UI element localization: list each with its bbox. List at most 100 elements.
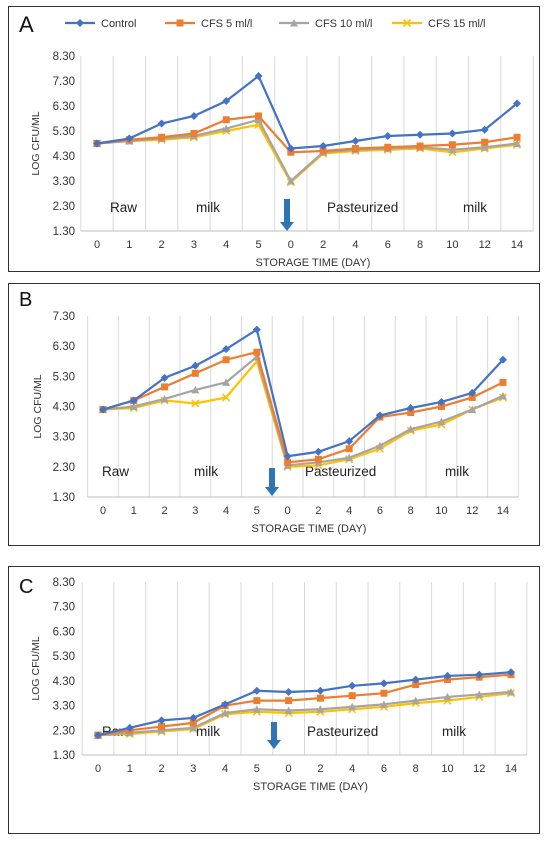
- data-point-shape: [222, 124, 231, 132]
- data-point-shape: [351, 145, 359, 152]
- data-point-shape: [222, 356, 230, 364]
- legend-marker-shape: [76, 19, 84, 27]
- data-point-shape: [157, 716, 166, 725]
- data-point: [285, 697, 293, 705]
- x-axis-label: STORAGE TIME (DAY): [253, 781, 368, 793]
- data-point: [222, 393, 231, 402]
- y-tick-label: 5.30: [53, 371, 75, 383]
- legend-marker-shape: [176, 19, 184, 27]
- data-point-shape: [284, 706, 293, 715]
- x-tick-label: 2: [320, 239, 326, 251]
- x-tick-label: 10: [446, 239, 458, 251]
- phase-label: milk: [196, 724, 220, 739]
- legend-label: Control: [101, 18, 136, 30]
- data-point: [157, 716, 166, 725]
- data-point: [125, 723, 134, 732]
- y-tick-label: 6.30: [53, 101, 75, 113]
- chart-panel-a: A1.302.303.304.305.306.307.308.300 1 2 3 4 5 0…: [19, 12, 534, 269]
- y-tick-label: 8.30: [53, 577, 75, 589]
- data-point: [314, 447, 323, 456]
- data-point: [384, 143, 392, 151]
- data-point: [406, 404, 415, 413]
- data-point: [507, 668, 515, 677]
- data-point-shape: [348, 702, 357, 711]
- data-point: [348, 692, 356, 700]
- phase-label: Pasteurized: [307, 724, 378, 739]
- x-tick-label: 8: [417, 239, 423, 251]
- data-point-shape: [443, 692, 452, 701]
- data-point-shape: [125, 134, 134, 143]
- data-point-shape: [348, 681, 357, 690]
- y-tick-label: 7.30: [53, 602, 75, 614]
- data-point-shape: [507, 668, 515, 677]
- data-point: [284, 706, 293, 715]
- data-point-shape: [191, 361, 200, 370]
- legend-entry: CFS 10 ml/l: [279, 18, 372, 30]
- data-point: [316, 694, 324, 702]
- y-tick-label: 4.30: [53, 676, 75, 688]
- data-point: [222, 116, 230, 124]
- data-point: [314, 455, 322, 463]
- x-tick-label: 2: [159, 239, 165, 251]
- data-point: [416, 130, 425, 139]
- data-point-shape: [375, 441, 384, 450]
- x-tick-label: 0: [100, 505, 106, 517]
- y-tick-label: 4.30: [53, 151, 75, 163]
- panel-b: B 1.30 2.30 3.30 4.30 5.30 6.30 7.30 0 1 2 3 4 5 0 2 4 6 8…: [8, 283, 540, 546]
- data-point-shape: [416, 142, 424, 150]
- x-tick-label: 0: [95, 763, 101, 775]
- data-point: [437, 417, 446, 426]
- phase-label: Pasteurized: [327, 200, 398, 215]
- data-point-shape: [222, 97, 231, 105]
- data-point: [499, 378, 507, 386]
- data-point: [351, 137, 360, 145]
- x-tick-label: 0: [285, 505, 291, 517]
- phase-label: Pasteurized: [305, 464, 376, 479]
- data-point-shape: [283, 452, 292, 461]
- panel-label: C: [19, 576, 33, 598]
- data-point-shape: [222, 116, 230, 124]
- x-tick-label: 4: [346, 505, 352, 517]
- legend-label: CFS 5 ml/l: [201, 18, 252, 30]
- data-point-shape: [480, 125, 489, 134]
- data-point-shape: [443, 671, 452, 680]
- data-point: [253, 697, 261, 705]
- data-point-shape: [129, 402, 138, 410]
- data-point: [253, 348, 261, 356]
- x-tick-label: 14: [505, 763, 517, 775]
- data-point-shape: [499, 355, 507, 364]
- legend-label: CFS 10 ml/l: [315, 18, 372, 30]
- data-point: [416, 142, 424, 150]
- data-point: [468, 405, 477, 414]
- legend-marker: [76, 19, 84, 27]
- data-point: [443, 692, 452, 701]
- data-point: [252, 705, 261, 713]
- x-tick-label: 2: [161, 505, 167, 517]
- data-point: [507, 687, 515, 696]
- data-point-shape: [125, 723, 134, 732]
- data-point-shape: [375, 411, 384, 420]
- data-point: [222, 97, 231, 105]
- data-point: [345, 445, 353, 453]
- data-point-shape: [411, 675, 420, 684]
- y-tick-label: 2.30: [53, 725, 75, 737]
- data-point: [222, 356, 230, 364]
- series-line: [102, 327, 504, 458]
- y-tick-label: 3.30: [53, 701, 75, 713]
- data-point: [284, 687, 293, 696]
- data-point-shape: [448, 141, 456, 149]
- legend-marker: [176, 19, 184, 27]
- panel-a: A 1.30 2.30 3.30 4.30 5.30 6.30 7.30 8.30 0 1 2 3 4 5 0…: [8, 6, 540, 272]
- data-point-shape: [189, 713, 198, 722]
- data-point: [348, 681, 357, 690]
- series-line: [97, 692, 512, 737]
- y-tick-label: 7.30: [53, 311, 75, 323]
- data-point: [316, 705, 325, 713]
- y-tick-label: 3.30: [53, 432, 75, 444]
- data-point-shape: [255, 112, 263, 120]
- series-line: [96, 74, 518, 150]
- data-point: [480, 125, 489, 134]
- data-point-shape: [222, 378, 231, 386]
- legend-label: CFS 15 ml/l: [428, 18, 485, 30]
- data-point: [513, 133, 521, 141]
